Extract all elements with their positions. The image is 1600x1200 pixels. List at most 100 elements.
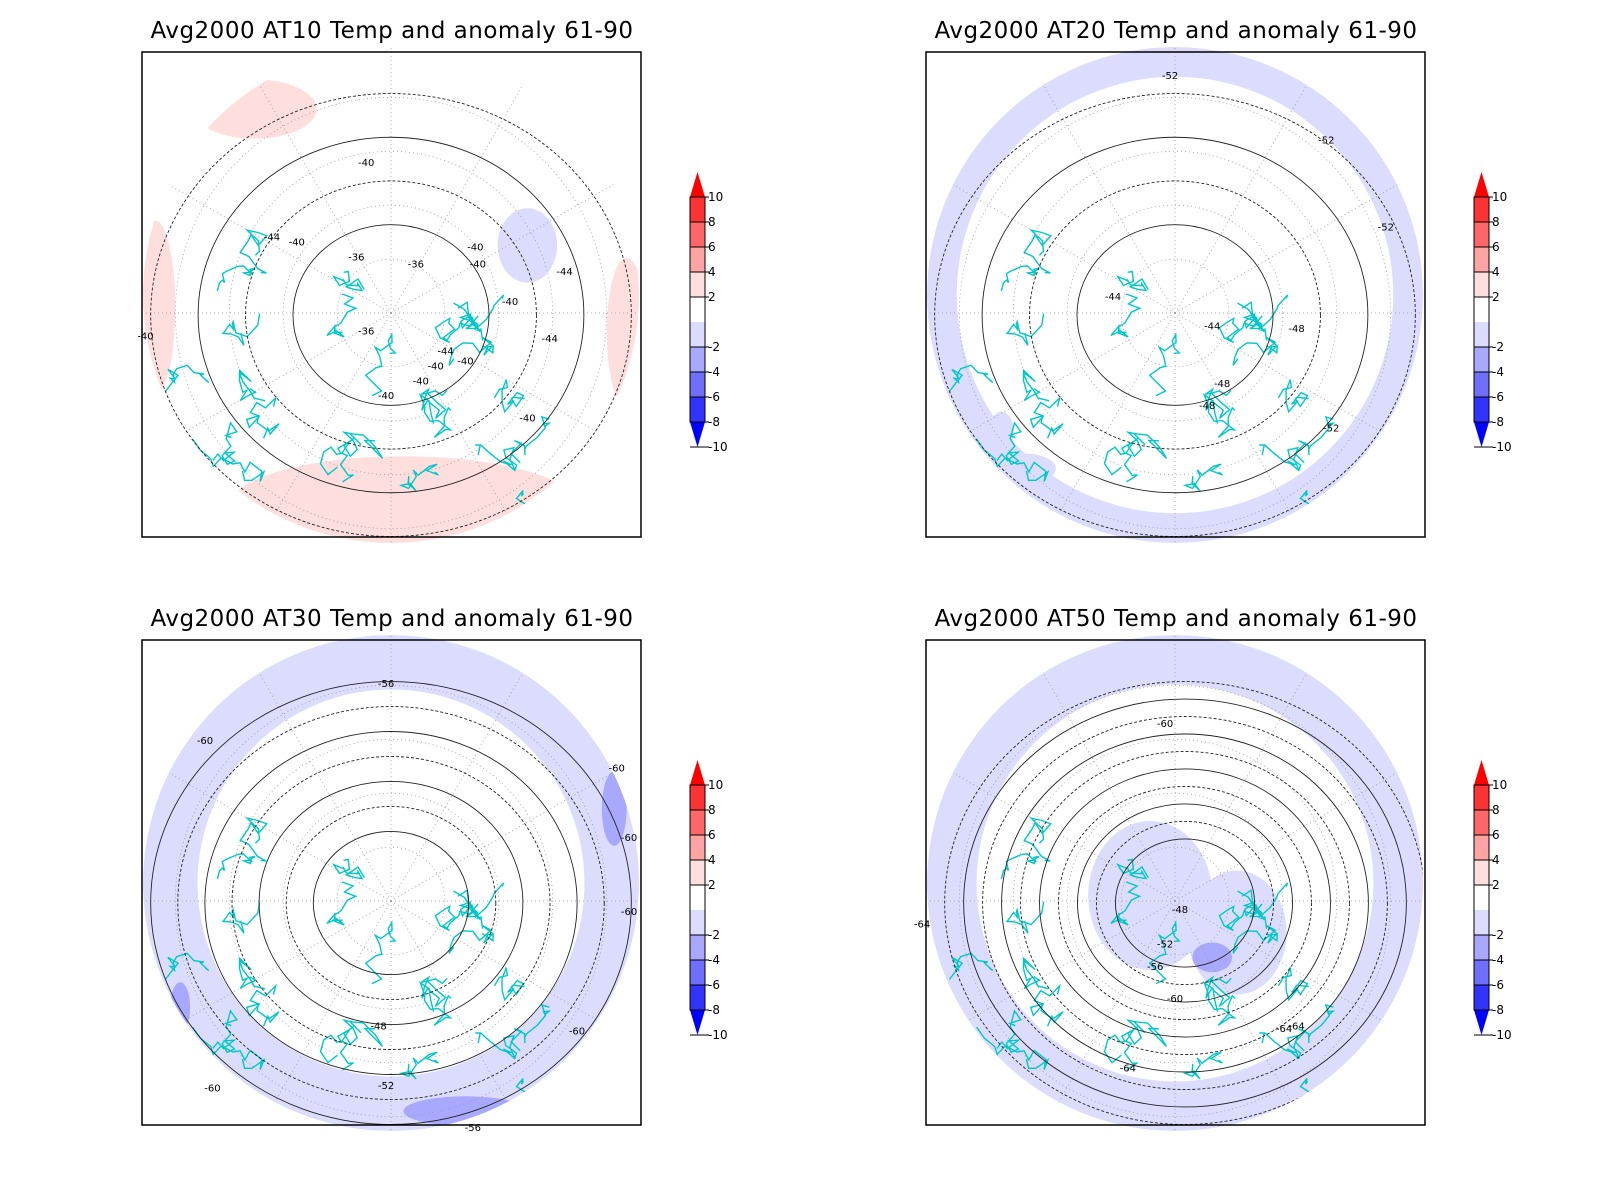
coastline <box>216 853 256 880</box>
longitude-line <box>254 664 392 902</box>
colorbar-segment <box>1474 835 1489 860</box>
coastline <box>434 315 479 344</box>
anomaly-ring <box>927 47 1423 543</box>
longitude-line <box>1174 176 1412 314</box>
latitude-line <box>336 846 446 956</box>
coastline <box>1277 967 1309 1002</box>
anomaly-patch <box>229 456 577 543</box>
colorbar: 10 8 6 4 2 -2 -4 -6 -8 -10 <box>1473 172 1512 454</box>
coastline <box>1022 956 1050 990</box>
colorbar-segment <box>1474 222 1489 247</box>
coastline <box>221 313 261 346</box>
polar-map: -52 -52 -52 -44 -44 -48 -48 -48 -52 <box>925 47 1426 543</box>
longitude-line <box>1174 900 1412 1038</box>
coastline <box>1148 332 1181 397</box>
colorbar: 10 8 6 4 2 -2 -4 -6 -8 -10 <box>1473 760 1512 1042</box>
colorbar-segment <box>1474 347 1489 372</box>
colorbar-tick-label: 6 <box>708 828 716 842</box>
temperature-contour <box>1114 838 1256 968</box>
temperature-contour <box>1001 733 1369 1073</box>
coastline <box>204 1101 248 1131</box>
coastline <box>1116 270 1149 292</box>
colorbar-segment <box>1474 372 1489 397</box>
longitude-line <box>1174 664 1312 902</box>
coastline <box>493 379 525 414</box>
colorbar-segment <box>690 347 705 372</box>
colorbar-tick-label: -6 <box>708 390 720 404</box>
colorbar-tick-label: -8 <box>708 415 720 429</box>
longitude-line <box>1038 76 1176 314</box>
colorbar-tick-label: 2 <box>1492 290 1500 304</box>
longitude-line <box>254 76 392 314</box>
colorbar-segment <box>690 397 705 422</box>
latitude-line <box>282 792 500 1010</box>
coastline <box>1029 983 1064 1027</box>
coastline <box>332 270 365 292</box>
colorbar-arrow-down <box>1474 422 1489 447</box>
anomaly-patch <box>192 79 317 139</box>
coastline <box>216 265 256 292</box>
coastline <box>1259 1032 1302 1060</box>
polar-map: -56 -60 -60 -60 -60 -48 -52 -56 -60 -60 <box>141 635 642 1134</box>
colorbar-segment <box>1474 810 1489 835</box>
colorbar-tick-label: 6 <box>708 240 716 254</box>
anomaly-ring <box>143 635 639 1131</box>
coastline <box>1125 431 1168 459</box>
contour-label: -40 <box>519 413 535 424</box>
contour-label: -48 <box>1214 379 1230 390</box>
coastline <box>448 336 494 366</box>
colorbar-arrow-down <box>1474 1010 1489 1035</box>
contour-label: -60 <box>621 907 637 918</box>
contour-label: -60 <box>621 833 637 844</box>
longitude-line <box>938 900 1176 1038</box>
coastline <box>475 1032 518 1060</box>
longitude-line <box>390 900 628 1038</box>
coastline <box>510 415 552 464</box>
coastline <box>434 903 479 932</box>
temperature-contour <box>981 136 1369 494</box>
map-panel-2: Avg2000 AT20 Temp and anomaly 61-90 -52 -5… <box>925 12 1546 543</box>
contour-label: -44 <box>1204 322 1220 333</box>
coastline <box>204 513 248 543</box>
colorbar-tick-label: -2 <box>1492 928 1504 942</box>
longitude-line <box>154 900 392 1038</box>
contour-label: -60 <box>609 763 625 774</box>
colorbar-segment <box>690 197 705 222</box>
panel-title: Avg2000 AT50 Temp and anomaly 61-90 <box>934 606 1418 632</box>
coastline <box>192 1026 266 1070</box>
map-frame <box>925 51 1426 538</box>
contour-label: -52 <box>1378 223 1394 234</box>
coastline <box>364 332 397 397</box>
contour-label: -44 <box>264 232 280 243</box>
coastline <box>1203 393 1237 438</box>
contour-label: -40 <box>137 332 153 343</box>
longitude-line <box>154 176 392 314</box>
contour-label: -36 <box>358 327 374 338</box>
colorbar-segment <box>1474 247 1489 272</box>
temperature-contour <box>245 180 537 450</box>
longitude-line <box>154 312 392 450</box>
colorbar-tick-label: -10 <box>1492 440 1512 454</box>
colorbar-segment <box>690 885 705 910</box>
latitude-line <box>174 684 608 1118</box>
contour-label: -48 <box>370 1021 386 1032</box>
colorbar-tick-label: 6 <box>1492 828 1500 842</box>
coastline <box>1005 901 1045 934</box>
colorbar-segment <box>690 297 705 322</box>
latitude-line <box>228 738 554 1064</box>
colorbar-segment <box>690 272 705 297</box>
colorbar-segment <box>690 785 705 810</box>
colorbar-arrow-up <box>1474 172 1489 197</box>
contour-label: -52 <box>1318 136 1334 147</box>
coastline <box>1110 881 1142 926</box>
coastline <box>1237 302 1268 341</box>
colorbar-tick-label: 8 <box>1492 803 1500 817</box>
colorbar-tick-label: 4 <box>1492 265 1500 279</box>
coastline <box>1203 981 1237 1026</box>
colorbar-tick-label: -10 <box>1492 1028 1512 1042</box>
colorbar-tick-label: -4 <box>708 365 720 379</box>
latitude-line <box>1120 846 1230 956</box>
anomaly-patch <box>170 982 191 1032</box>
coastline <box>1182 1051 1223 1080</box>
contour-label: -40 <box>413 376 429 387</box>
